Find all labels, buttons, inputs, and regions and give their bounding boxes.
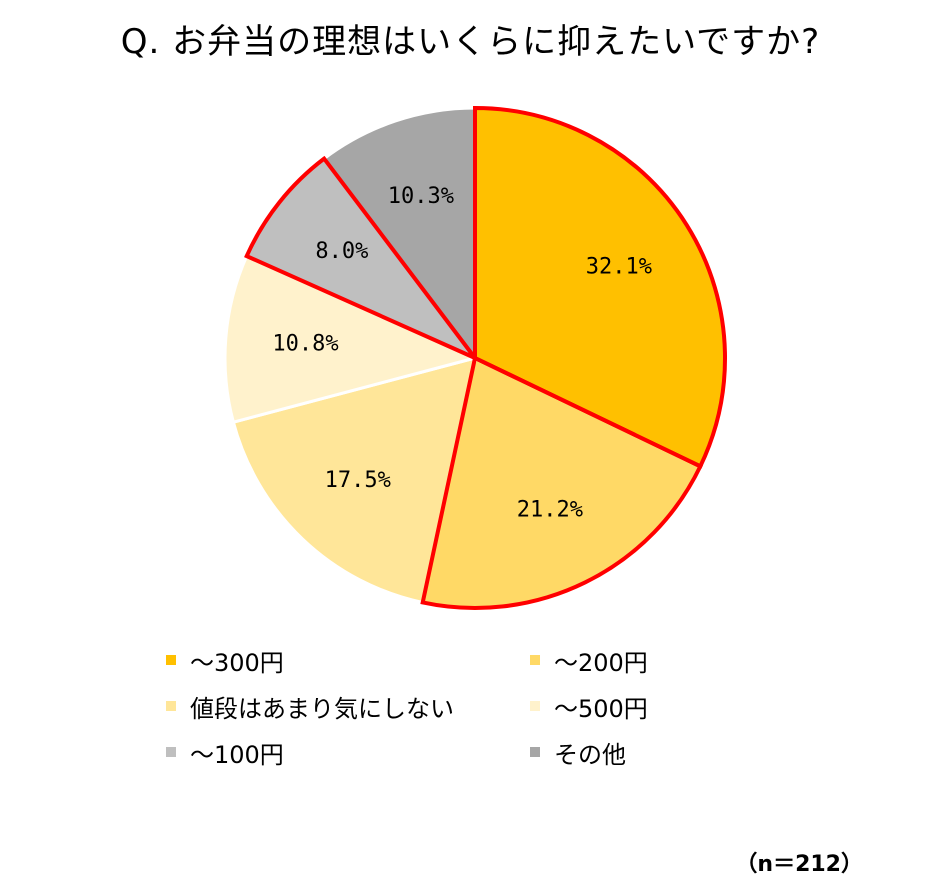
slice-value-label: 10.3% [388, 184, 454, 209]
legend-item-200: ～200円 [530, 645, 648, 677]
legend-item-dontcare: 値段はあまり気にしない [166, 691, 454, 723]
legend-swatch [166, 655, 176, 665]
legend-item-500: ～500円 [530, 691, 648, 723]
legend-item-other: その他 [530, 737, 626, 769]
legend-item-100: ～100円 [166, 737, 284, 769]
legend-swatch [166, 701, 176, 711]
slice-value-label: 10.8% [272, 331, 338, 356]
pie-slice [231, 355, 477, 605]
legend-label: ～100円 [190, 740, 284, 769]
legend-label: ～300円 [190, 648, 284, 677]
slice-highlight-outline [244, 155, 477, 360]
slice-value-label: 21.2% [517, 498, 583, 523]
pie-slice [322, 106, 477, 363]
legend-label: ～200円 [554, 648, 648, 677]
pie-slice [223, 254, 480, 424]
legend-label: その他 [554, 740, 626, 769]
slice-value-label: 17.5% [325, 468, 391, 493]
slice-value-label: 8.0% [315, 239, 368, 264]
legend-swatch [530, 701, 540, 711]
chart-title: Q. お弁当の理想はいくらに抑えたいですか? [120, 22, 821, 62]
legend-item-300: ～300円 [166, 645, 284, 677]
legend-swatch [166, 747, 176, 757]
slice-highlight-outline [473, 105, 727, 469]
legend-label: ～500円 [554, 694, 648, 723]
legend-swatch [530, 747, 540, 757]
sample-size: （n＝212） [735, 852, 863, 877]
slice-highlight-outline [420, 355, 703, 610]
legend-swatch [530, 655, 540, 665]
legend-label: 値段はあまり気にしない [190, 694, 454, 723]
slice-value-label: 32.1% [586, 255, 652, 280]
